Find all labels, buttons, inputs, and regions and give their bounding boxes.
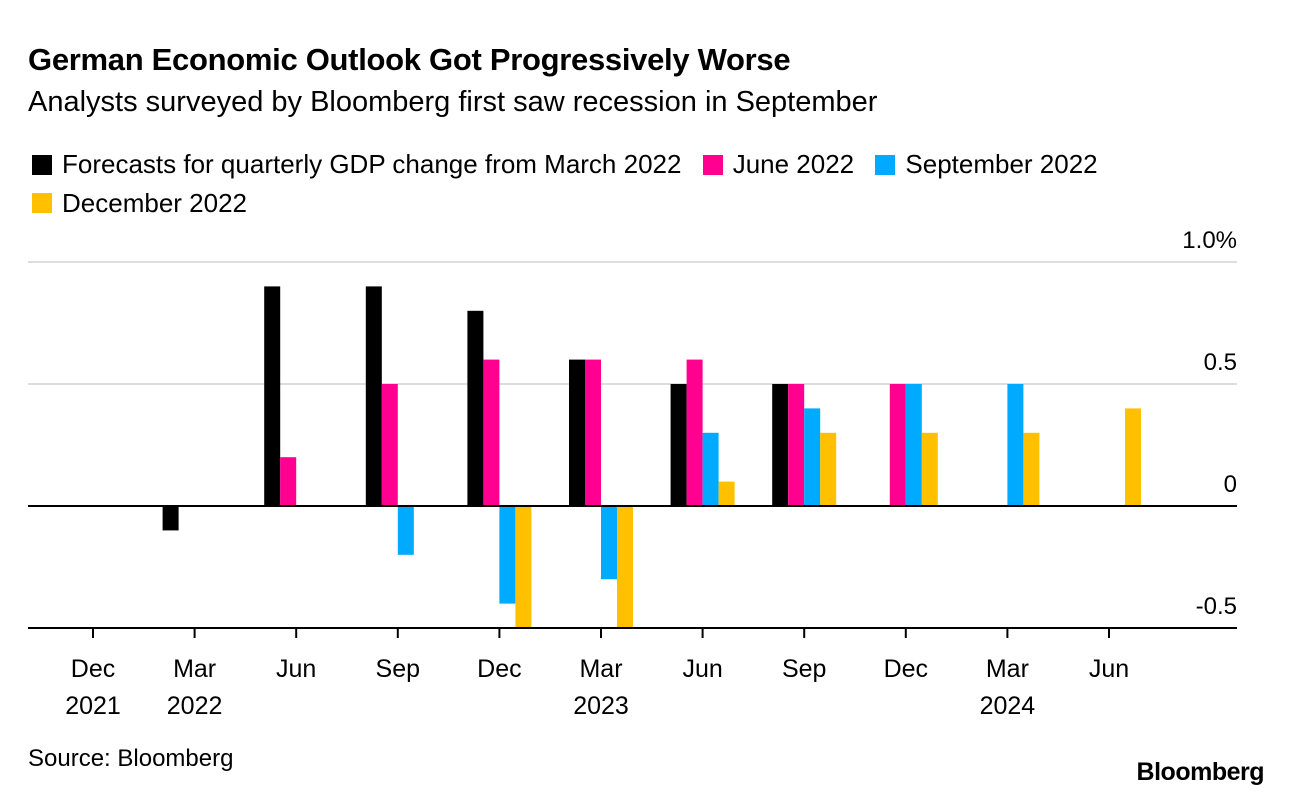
bar [921, 432, 938, 506]
legend-swatch-march-2022 [32, 154, 52, 175]
bloomberg-logo: Bloomberg [1136, 758, 1265, 786]
x-tick-label: Mar [579, 655, 622, 683]
x-tick-label: Sep [376, 655, 420, 683]
bar [601, 506, 617, 580]
bar [280, 457, 297, 506]
legend-item-june-2022: June 2022 [702, 146, 855, 183]
x-tick-label: Dec [71, 655, 115, 683]
y-tick-label: -0.5 [1196, 593, 1237, 620]
axes [28, 505, 1237, 638]
bar [617, 506, 633, 628]
bar [264, 286, 281, 506]
legend-label: September 2022 [905, 149, 1098, 179]
bar [585, 359, 601, 506]
legend-item-september-2022: September 2022 [875, 146, 1098, 183]
bars [28, 286, 1237, 628]
bar [1023, 432, 1040, 506]
x-tick-year-label: 2021 [65, 692, 121, 720]
bar [569, 359, 585, 506]
x-tick-label: Dec [477, 655, 521, 683]
y-axis-labels: 1.0% 0.5 0 -0.5 [1182, 227, 1237, 620]
bar [397, 506, 414, 555]
x-tick-label: Jun [276, 655, 316, 683]
x-tick-label: Mar [173, 655, 216, 683]
bar [365, 286, 382, 506]
legend-swatch-september-2022 [875, 154, 896, 175]
bar [820, 432, 837, 506]
x-tick-label: Sep [782, 655, 826, 683]
bar [905, 384, 922, 506]
bar [772, 384, 789, 506]
bar [467, 310, 484, 506]
bar [1125, 408, 1141, 506]
x-tick-label: Jun [1089, 655, 1129, 683]
chart-title: German Economic Outlook Got Progressivel… [28, 42, 791, 77]
legend-swatch-june-2022 [702, 154, 723, 175]
legend-swatch-december-2022 [32, 193, 52, 213]
legend-label: Forecasts for quarterly GDP change from … [62, 149, 682, 179]
x-tick-year-label: 2024 [980, 692, 1036, 720]
bar [499, 506, 516, 604]
chart-subtitle: Analysts surveyed by Bloomberg first saw… [28, 86, 878, 118]
x-tick-year-label: 2022 [167, 692, 223, 720]
bar [515, 506, 532, 628]
bar [889, 384, 906, 506]
bar [718, 481, 735, 506]
source-note: Source: Bloomberg [28, 745, 234, 772]
x-tick-label: Mar [986, 655, 1029, 683]
bar [1007, 384, 1024, 506]
x-tick-label: Dec [884, 655, 928, 683]
y-tick-label: 0 [1224, 471, 1237, 498]
bar [670, 384, 687, 506]
bar [804, 408, 821, 506]
gridlines [28, 261, 1237, 385]
legend-label: June 2022 [732, 149, 855, 179]
x-axis-labels: Dec 2021 Mar 2022 Jun Sep Dec Mar 2023 Jun Sep Dec M… [65, 655, 1129, 720]
y-tick-label: 0.5 [1204, 349, 1237, 376]
x-tick-year-label: 2023 [573, 692, 629, 720]
bar [381, 384, 398, 506]
legend: Forecasts for quarterly GDP change from … [32, 146, 1252, 223]
legend-item-march-2022: Forecasts for quarterly GDP change from … [32, 146, 681, 183]
bar [702, 432, 719, 506]
legend-item-december-2022: December 2022 [32, 185, 247, 222]
x-tick-label: Jun [682, 655, 722, 683]
bar [788, 384, 805, 506]
legend-label: December 2022 [62, 187, 247, 218]
y-tick-label: 1.0% [1182, 227, 1237, 254]
bar [483, 359, 500, 506]
bar [162, 506, 179, 531]
bar [686, 359, 703, 506]
